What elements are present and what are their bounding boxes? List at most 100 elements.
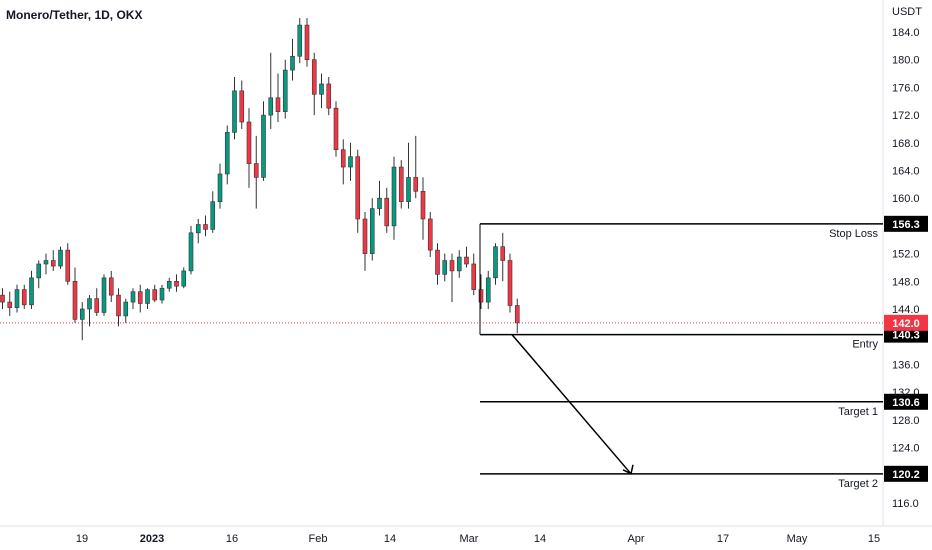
candle [355,149,361,233]
candle-body-down [304,24,310,61]
candle-body-up [442,260,448,275]
candle-body-down [507,260,513,306]
candle [304,18,310,67]
time-tick-label: Mar [460,533,479,545]
candle [384,187,390,233]
candle [471,253,477,296]
price-tick-label: 172.0 [892,110,920,122]
candle [50,250,56,271]
projection-arrow[interactable] [511,334,634,475]
candle-body-up [391,166,397,227]
candle [137,284,143,313]
candle [239,80,245,129]
candle [478,274,484,309]
candle [203,215,208,237]
price-tick-label: 184.0 [892,27,920,39]
candle-body-down [275,97,281,112]
candle [188,225,194,275]
candle-body-down [500,246,506,261]
level-target-2[interactable]: Target 2 120.2 [480,465,928,490]
candle-body-down [355,156,361,220]
candle-body-up [79,308,85,320]
candle-body-down [326,83,332,109]
candle-body-down [333,107,339,151]
candle-body-up [188,232,194,272]
candle [0,288,5,309]
price-tick-label: 116.0 [892,498,919,510]
candle-body-down [471,263,477,290]
candle-body-down [420,190,426,220]
price-tick-label: 180.0 [892,55,920,67]
candle-body-down [340,149,346,168]
candle [29,270,34,309]
candle [311,52,317,116]
candle [362,212,368,271]
candle-body-up [290,55,295,71]
time-tick-label: 14 [534,533,546,545]
candle [435,243,440,285]
candle-body-up [282,69,288,112]
candle [159,284,165,304]
price-tick-label: 124.0 [892,443,920,455]
candle-body-up [123,301,129,317]
price-tick-label: 148.0 [892,276,920,288]
candle-body-down [116,294,121,317]
candle [464,246,469,268]
candle [413,135,419,199]
level-target-1[interactable]: Target 1 130.6 [480,393,928,418]
price-tick-label: 136.0 [892,359,920,371]
candle [108,270,114,303]
time-tick-label: 14 [384,533,396,545]
candle [14,284,20,313]
time-tick-label: 2023 [140,533,164,545]
candle-body-down [384,197,390,227]
candle-body-up [130,291,136,303]
level-stop-loss[interactable]: Stop Loss 156.3 [480,215,928,240]
level-label: Target 1 [838,406,878,418]
candle-body-down [174,280,179,287]
candle [406,142,411,209]
candle [420,177,426,240]
arrow-head [622,464,634,475]
price-tick-label: 168.0 [892,138,920,150]
candle-body-up [232,90,237,133]
candle-body-down [7,301,13,308]
price-axis[interactable]: 184.0 180.0 176.0 172.0 168.0 164.0 160.0 152.0… [892,27,920,510]
time-axis[interactable]: 19 2023 16 Feb 14 Mar 14 Apr 17 May 15 [76,533,880,545]
candle [427,212,433,258]
candle [181,267,187,289]
candle [500,232,506,282]
candle [377,180,382,216]
candle [442,253,448,282]
candle [319,73,324,109]
level-price-value: 120.2 [892,469,920,481]
candle-body-up [224,132,230,175]
candle [94,288,100,316]
last-price-tag: 142.0 [884,314,928,331]
candle [297,18,303,64]
candle [485,270,491,309]
candle-body-down [137,291,143,304]
candle-body-up [456,256,462,272]
candle-body-up [181,270,187,287]
candle [166,277,172,292]
candle-body-up [14,289,20,308]
candle [174,274,179,292]
candle-body-up [369,208,375,254]
last-price-badge [884,314,928,331]
candle [21,284,27,309]
candle-body-down [253,163,259,178]
level-price-badge [884,215,928,232]
candle [449,253,455,303]
candle-body-down [50,260,56,267]
candle-body-down [514,305,520,324]
candle-body-up [36,263,42,279]
price-tick-label: 160.0 [892,193,920,205]
level-label: Stop Loss [829,228,878,240]
level-price-value: 156.3 [892,219,920,231]
candle-body-down [464,256,469,265]
candle-body-up [268,97,274,116]
candle-body-up [297,24,303,57]
